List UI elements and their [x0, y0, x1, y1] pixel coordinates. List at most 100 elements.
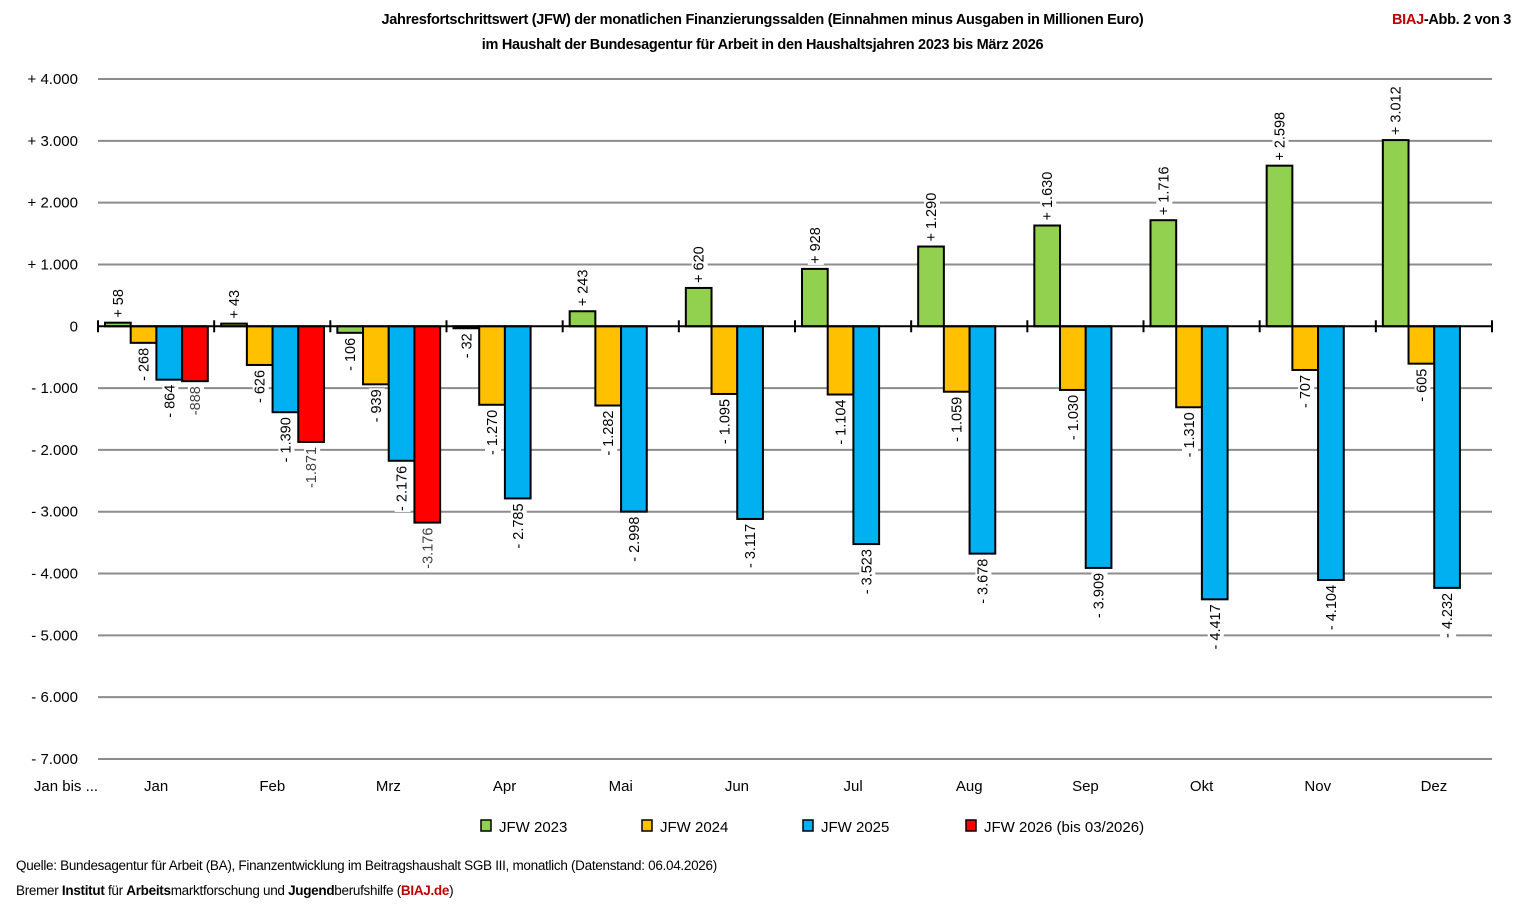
data-label: - 1.270	[485, 408, 502, 456]
org-text: Arbeits	[126, 883, 171, 898]
data-label-text: - 2.998	[627, 517, 643, 562]
data-label-text: - 707	[1298, 375, 1314, 408]
y-tick-label: + 3.000	[28, 133, 78, 150]
bar-jfw-2023	[1381, 139, 1410, 328]
bar-jfw-2025	[968, 325, 997, 555]
bar-jfw-2025	[1084, 325, 1113, 569]
data-label-background	[1298, 373, 1315, 410]
data-label-text: + 3.012	[1389, 86, 1405, 135]
data-label-background	[110, 288, 127, 319]
legend-swatch	[802, 819, 814, 832]
data-label: - 3.117	[743, 522, 760, 570]
org-text: für	[104, 883, 127, 898]
data-label: - 1.104	[833, 398, 850, 446]
data-label-background	[485, 408, 502, 456]
data-label-background	[575, 268, 592, 308]
bar-jfw-2024	[594, 325, 623, 407]
data-label-background	[227, 288, 244, 320]
data-label-text: - 626	[253, 370, 269, 403]
data-label-background	[1040, 170, 1057, 222]
data-label: + 928	[807, 226, 824, 265]
data-label-text: - 106	[343, 338, 359, 371]
source-note: Quelle: Bundesagentur für Arbeit (BA), F…	[16, 858, 717, 873]
data-label-text: - 32	[459, 333, 475, 358]
data-label-background	[187, 385, 204, 417]
data-label: - 32	[459, 332, 476, 360]
data-label-background	[162, 383, 179, 419]
data-label-text: - 4.417	[1208, 604, 1224, 649]
x-tick-label: Mai	[609, 778, 633, 795]
legend-swatch	[641, 819, 653, 832]
data-label: + 1.716	[1156, 165, 1173, 217]
data-label: - 3.909	[1091, 571, 1108, 620]
data-label-background	[459, 332, 476, 360]
data-label-text: - 3.909	[1092, 573, 1108, 618]
org-text: Jugend	[288, 883, 335, 898]
y-tick-label: - 4.000	[31, 566, 78, 583]
bar-jfw-2025	[736, 325, 764, 520]
x-tick-label: Jun	[725, 778, 749, 795]
data-label: - 4.232	[1440, 591, 1457, 640]
data-label-background	[717, 397, 734, 446]
org-text: )	[449, 883, 454, 898]
data-label-text: - 3.678	[975, 559, 991, 604]
y-tick-label: - 3.000	[31, 504, 78, 521]
data-label: - 1.310	[1182, 411, 1199, 459]
x-tick-label: Feb	[259, 778, 285, 795]
data-label: - 1.390	[278, 416, 295, 464]
y-tick-label: + 1.000	[28, 256, 78, 273]
bar-jfw-2024	[1059, 325, 1087, 391]
x-tick-label: Jan	[144, 778, 168, 795]
data-label: - 1.059	[949, 395, 966, 443]
data-label-text: - 1.059	[950, 397, 966, 442]
bar-jfw-2024	[478, 325, 506, 406]
data-label: - 106	[343, 336, 360, 372]
data-label-text: - 1.095	[717, 399, 733, 444]
data-label: -888	[187, 385, 204, 417]
data-label-text: + 43	[227, 290, 243, 319]
data-label: - 1.282	[601, 409, 618, 457]
data-label-text: + 1.290	[924, 193, 940, 242]
data-label-text: - 1.282	[601, 411, 617, 456]
data-label: - 268	[136, 346, 153, 382]
data-label-background	[949, 395, 966, 443]
data-label: -1.871	[304, 445, 321, 490]
bar-jfw-2024	[942, 325, 971, 393]
org-text: berufshilfe (	[334, 883, 401, 898]
bar-jfw-2024	[1175, 325, 1203, 409]
bar-jfw-2025	[387, 325, 416, 462]
bar-jfw-2025	[155, 325, 184, 381]
x-tick-label: Okt	[1190, 778, 1214, 795]
bar-jfw-2024	[1407, 325, 1436, 365]
bar-jfw-2025	[852, 325, 881, 546]
data-label: + 43	[227, 288, 244, 320]
data-label: - 3.678	[975, 557, 992, 605]
data-label-background	[1207, 603, 1224, 651]
bar-jfw-2026-bis-03-2026-	[297, 325, 325, 443]
data-label-text: - 268	[137, 348, 153, 381]
data-label: - 4.104	[1323, 583, 1340, 632]
data-label: - 3.523	[859, 548, 876, 596]
badge-text: -Abb. 2 von 3	[1423, 12, 1511, 28]
org-text: marktforschung und	[170, 883, 289, 898]
figure-badge: BIAJ-Abb. 2 von 3	[1392, 12, 1511, 28]
data-label-text: - 605	[1414, 369, 1430, 402]
data-label: - 707	[1298, 373, 1315, 410]
bar-jfw-2025	[271, 325, 300, 414]
data-label-background	[924, 191, 941, 243]
data-label: - 2.998	[626, 515, 643, 563]
org-link[interactable]: BIAJ.de	[400, 883, 450, 898]
data-label-text: - 864	[162, 385, 178, 418]
bar-jfw-2024	[1291, 325, 1320, 371]
data-label-background	[1388, 85, 1405, 137]
data-label-text: - 4.104	[1324, 585, 1340, 630]
data-label-text: - 1.270	[485, 410, 501, 455]
data-label-background	[420, 526, 437, 570]
data-label-text: + 1.630	[1040, 172, 1056, 221]
bar-jfw-2024	[710, 325, 739, 395]
data-label-background	[1156, 165, 1173, 217]
bar-jfw-2023	[801, 267, 829, 328]
data-label-background	[691, 245, 708, 284]
data-label-background	[343, 336, 360, 372]
data-label-background	[1323, 583, 1340, 632]
